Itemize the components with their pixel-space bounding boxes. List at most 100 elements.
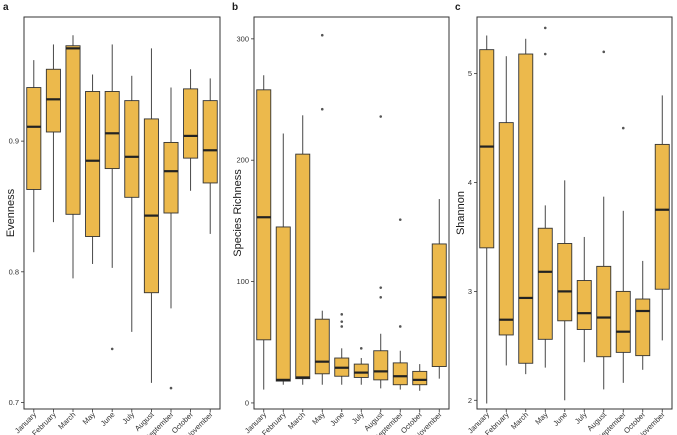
outlier-point — [110, 347, 114, 351]
x-tick-label: July — [573, 410, 589, 426]
x-tick-label: May — [533, 410, 550, 427]
box-body — [183, 88, 199, 159]
y-axis-title: Shannon — [455, 191, 467, 235]
outlier-point — [340, 320, 344, 323]
box-january — [26, 60, 42, 253]
box-body — [104, 91, 120, 170]
x-tick-label: May — [81, 410, 98, 427]
box-body — [45, 68, 61, 133]
x-tick-label: June — [551, 410, 569, 428]
outlier-point — [621, 126, 625, 130]
outlier-point — [320, 107, 324, 111]
outlier-point — [543, 26, 547, 30]
panel-border — [253, 16, 450, 410]
box-body — [373, 350, 389, 381]
box-body — [615, 290, 631, 353]
panel-border — [476, 16, 673, 410]
outlier-point — [398, 325, 402, 328]
box-body — [654, 143, 670, 290]
box-body — [479, 49, 495, 249]
box-body — [576, 280, 592, 330]
box-january — [256, 75, 272, 390]
box-body — [635, 298, 651, 357]
box-march — [518, 38, 534, 375]
box-body — [431, 243, 447, 367]
box-september — [392, 218, 408, 390]
outlier-point — [169, 386, 173, 390]
y-tick-label: 100 — [236, 277, 249, 286]
box-june — [557, 180, 573, 401]
box-june — [334, 313, 350, 385]
box-body — [143, 118, 159, 294]
box-body — [498, 122, 514, 336]
y-axis-title: Evenness — [5, 188, 17, 237]
box-june — [104, 44, 120, 351]
box-september — [163, 87, 179, 390]
box-february — [45, 44, 61, 223]
box-body — [295, 153, 311, 380]
box-january — [479, 35, 495, 404]
box-september — [615, 126, 631, 383]
x-tick-label: May — [310, 410, 327, 427]
outlier-point — [359, 347, 363, 350]
x-tick-label: July — [120, 410, 136, 426]
box-march — [65, 35, 81, 279]
panel-label: b — [232, 2, 238, 13]
outlier-point — [340, 325, 344, 328]
x-tick-label: March — [509, 410, 530, 431]
x-tick-label: June — [328, 410, 346, 428]
outlier-point — [379, 286, 383, 289]
box-october — [412, 364, 428, 391]
box-february — [275, 133, 291, 385]
outlier-point — [379, 296, 383, 299]
y-tick-label: 2 — [468, 396, 472, 405]
x-tick-label: March — [286, 410, 307, 431]
outlier-point — [602, 50, 606, 54]
outlier-point — [398, 218, 402, 221]
outlier-point — [543, 52, 547, 56]
box-august — [596, 50, 612, 390]
box-october — [183, 69, 199, 191]
y-tick-label: 0 — [245, 398, 249, 407]
panel-label: c — [455, 2, 461, 13]
box-body — [537, 227, 553, 340]
y-tick-label: 0.7 — [9, 398, 19, 407]
box-november — [654, 95, 670, 341]
y-tick-label: 4 — [468, 178, 472, 187]
box-november — [202, 78, 218, 234]
y-axis-title: Species Richness — [232, 169, 244, 257]
box-body — [412, 370, 428, 386]
y-tick-label: 0.9 — [9, 137, 19, 146]
x-tick-label: March — [56, 410, 77, 431]
box-body — [163, 141, 179, 214]
box-body — [275, 226, 291, 382]
box-july — [124, 75, 140, 332]
outlier-point — [320, 33, 324, 37]
box-body — [353, 363, 369, 378]
box-july — [353, 347, 369, 385]
box-body — [85, 91, 101, 237]
y-tick-label: 300 — [236, 34, 249, 43]
box-july — [576, 236, 592, 363]
box-body — [202, 100, 218, 184]
box-body — [392, 362, 408, 386]
box-may — [314, 33, 330, 385]
outlier-point — [379, 115, 383, 118]
box-august — [143, 48, 159, 383]
box-body — [256, 89, 272, 341]
box-body — [596, 265, 612, 358]
box-march — [295, 115, 311, 385]
box-november — [431, 199, 447, 379]
y-tick-label: 5 — [468, 69, 472, 78]
y-tick-label: 3 — [468, 287, 472, 296]
box-body — [26, 87, 42, 190]
box-may — [85, 74, 101, 264]
box-august — [373, 115, 389, 389]
box-october — [635, 260, 651, 370]
box-body — [518, 53, 534, 364]
x-tick-label: June — [99, 410, 117, 428]
